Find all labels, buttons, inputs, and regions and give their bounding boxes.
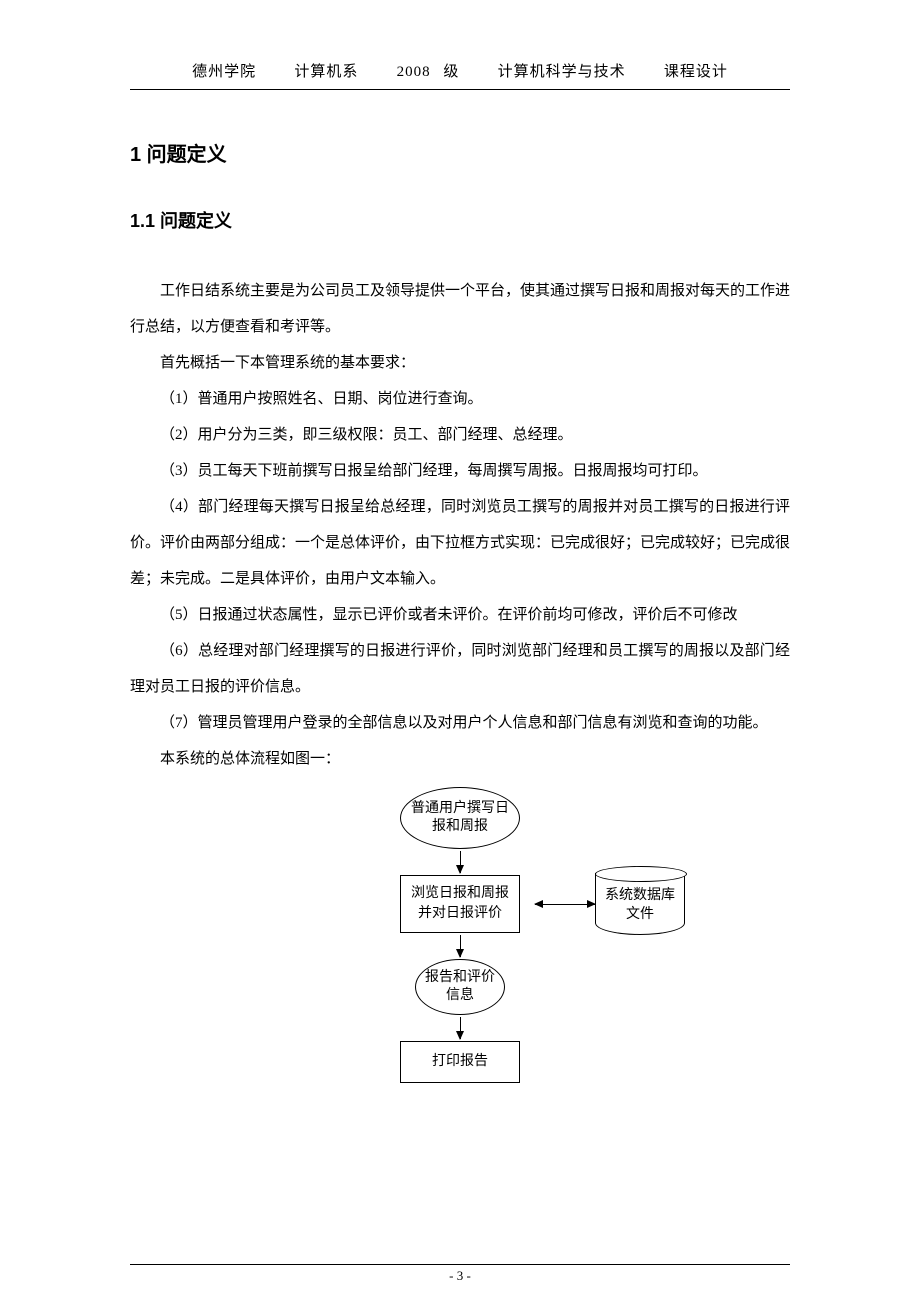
flow-node-print: 打印报告 — [400, 1041, 520, 1083]
page-footer: - 3 - — [130, 1264, 790, 1284]
flow-row-middle: 浏览日报和周报并对日报评价 系统数据库文件 — [130, 875, 790, 933]
requirement-item-3: （3）员工每天下班前撰写日报呈给部门经理，每周撰写周报。日报周报均可打印。 — [130, 453, 790, 489]
header-school: 德州学院 — [192, 64, 256, 80]
document-page: 德州学院 计算机系 2008 级 计算机科学与技术 课程设计 1 问题定义 1.… — [0, 0, 920, 1302]
flow-arrow-down-icon — [460, 1017, 461, 1039]
flow-node-start: 普通用户撰写日报和周报 — [400, 787, 520, 849]
flow-arrow-bidirectional-icon — [535, 904, 595, 905]
page-header: 德州学院 计算机系 2008 级 计算机科学与技术 课程设计 — [130, 60, 790, 90]
paragraph-intro: 工作日结系统主要是为公司员工及领导提供一个平台，使其通过撰写日报和周报对每天的工… — [130, 273, 790, 345]
system-flowchart: 普通用户撰写日报和周报 浏览日报和周报并对日报评价 系统数据库文件 报告和评价信… — [130, 787, 790, 1083]
page-number: - 3 - — [449, 1268, 471, 1283]
paragraph-requirements-lead: 首先概括一下本管理系统的基本要求： — [130, 345, 790, 381]
header-department: 计算机系 — [294, 64, 358, 80]
requirement-item-6: （6）总经理对部门经理撰写的日报进行评价，同时浏览部门经理和员工撰写的周报以及部… — [130, 633, 790, 705]
requirement-item-5: （5）日报通过状态属性，显示已评价或者未评价。在评价前均可修改，评价后不可修改 — [130, 597, 790, 633]
header-course: 课程设计 — [664, 64, 728, 80]
paragraph-flow-lead: 本系统的总体流程如图一： — [130, 741, 790, 777]
flow-arrow-down-icon — [460, 935, 461, 957]
flow-node-report-info: 报告和评价信息 — [415, 959, 505, 1015]
header-major: 计算机科学与技术 — [498, 64, 626, 80]
requirement-item-2: （2）用户分为三类，即三级权限：员工、部门经理、总经理。 — [130, 417, 790, 453]
heading-1-1: 1.1 问题定义 — [130, 207, 790, 233]
requirement-item-4: （4）部门经理每天撰写日报呈给总经理，同时浏览员工撰写的周报并对员工撰写的日报进… — [130, 489, 790, 597]
requirement-item-7: （7）管理员管理用户登录的全部信息以及对用户个人信息和部门信息有浏览和查询的功能… — [130, 705, 790, 741]
flow-node-database: 系统数据库文件 — [595, 873, 685, 935]
requirement-item-1: （1）普通用户按照姓名、日期、岗位进行查询。 — [130, 381, 790, 417]
header-grade: 2008 级 — [397, 64, 460, 80]
heading-1: 1 问题定义 — [130, 138, 790, 167]
flow-arrow-down-icon — [460, 851, 461, 873]
flow-node-review: 浏览日报和周报并对日报评价 — [400, 875, 520, 933]
flow-side-branch: 系统数据库文件 — [535, 873, 685, 935]
